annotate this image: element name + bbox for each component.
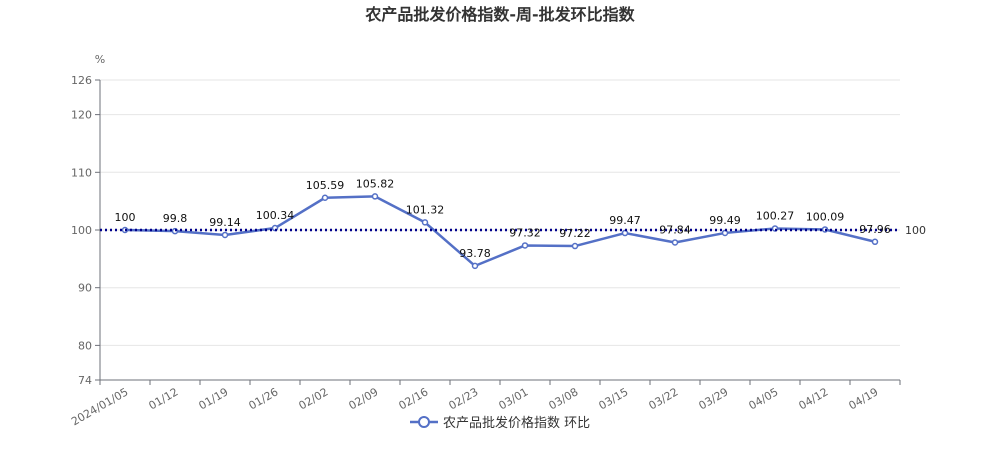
data-label: 97.96 [859,223,891,236]
data-label: 93.78 [459,247,491,260]
y-axis-ticks: 74 80 90 100 110 120 126 [71,74,100,387]
data-point[interactable] [471,262,479,270]
data-point[interactable] [421,219,429,226]
y-tick-label: 74 [78,374,92,387]
x-tick-label: 03/15 [597,385,631,412]
y-tick-label: 126 [71,74,92,87]
data-label: 100.27 [756,209,795,222]
data-label: 97.84 [659,223,691,236]
data-point[interactable] [621,229,629,237]
data-labels: 100 99.8 99.14 100.34 105.59 105.82 101.32 93.7… [115,177,891,259]
data-label: 99.49 [709,214,741,227]
data-label: 99.14 [209,216,241,229]
x-tick-label: 03/29 [697,385,731,412]
x-tick-label: 02/02 [297,385,331,412]
data-label: 101.32 [406,203,445,216]
x-tick-label: 04/12 [797,385,831,412]
data-label: 99.8 [163,212,188,225]
data-label: 105.82 [356,177,395,190]
x-tick-label: 01/19 [197,385,231,412]
x-tick-label: 03/08 [547,385,581,412]
y-axis-unit: % [95,53,105,66]
y-tick-label: 90 [78,282,92,295]
data-label: 100 [115,211,136,224]
x-tick-label: 02/09 [347,385,381,412]
x-tick-label: 01/12 [147,385,181,412]
y-tick-label: 80 [78,339,92,352]
data-point[interactable] [521,242,529,249]
legend-label: 农产品批发价格指数 环比 [443,415,590,431]
data-label: 99.47 [609,214,641,227]
data-point[interactable] [571,242,579,250]
y-tick-label: 120 [71,109,92,122]
reference-line-group: 100 [100,224,926,237]
legend[interactable]: 农产品批发价格指数 环比 [410,415,590,431]
x-tick-label: 2024/01/05 [69,385,130,428]
data-point[interactable] [221,231,229,239]
data-point[interactable] [871,238,879,246]
data-point[interactable] [671,239,679,246]
data-label: 97.22 [559,227,591,240]
x-tick-label: 03/01 [497,385,531,412]
reference-line-label: 100 [905,224,926,237]
x-tick-label: 02/16 [397,385,431,412]
data-label: 100.34 [256,209,295,222]
x-tick-label: 01/26 [247,385,281,412]
x-tick-label: 03/22 [647,385,681,412]
y-tick-label: 110 [71,166,92,179]
x-tick-label: 04/19 [847,385,881,412]
legend-marker [418,416,430,428]
x-tick-label: 04/05 [747,385,781,412]
chart-title: 农产品批发价格指数-周-批发环比指数 [364,5,635,24]
data-point[interactable] [371,193,379,200]
x-tick-label: 02/23 [447,385,481,412]
data-point[interactable] [321,194,329,201]
data-label: 105.59 [306,179,345,192]
data-label: 97.32 [509,226,541,239]
data-label: 100.09 [806,210,845,223]
y-tick-label: 100 [71,224,92,237]
